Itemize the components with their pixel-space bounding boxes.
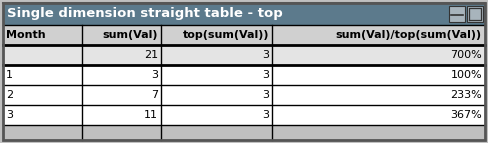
Text: top(sum(Val)): top(sum(Val)) bbox=[183, 30, 269, 40]
Bar bbox=[3, 45, 485, 65]
Text: 7: 7 bbox=[151, 90, 158, 100]
Text: 11: 11 bbox=[144, 110, 158, 120]
Bar bbox=[3, 65, 485, 85]
Text: sum(Val): sum(Val) bbox=[102, 30, 158, 40]
Text: sum(Val)/top(sum(Val)): sum(Val)/top(sum(Val)) bbox=[336, 30, 482, 40]
Text: 100%: 100% bbox=[450, 70, 482, 80]
Text: 233%: 233% bbox=[450, 90, 482, 100]
Text: 700%: 700% bbox=[450, 50, 482, 60]
Text: Single dimension straight table - top: Single dimension straight table - top bbox=[7, 7, 283, 20]
Bar bbox=[3, 3, 485, 25]
Bar bbox=[3, 85, 485, 105]
Text: 3: 3 bbox=[151, 70, 158, 80]
Text: 2: 2 bbox=[6, 90, 13, 100]
Bar bbox=[3, 105, 485, 125]
Text: 3: 3 bbox=[263, 110, 269, 120]
Bar bbox=[3, 25, 485, 45]
Text: 3: 3 bbox=[6, 110, 13, 120]
Text: 3: 3 bbox=[263, 90, 269, 100]
Text: 367%: 367% bbox=[450, 110, 482, 120]
Text: Month: Month bbox=[6, 30, 45, 40]
Text: 3: 3 bbox=[263, 70, 269, 80]
Text: 21: 21 bbox=[144, 50, 158, 60]
Text: 1: 1 bbox=[6, 70, 13, 80]
Bar bbox=[467, 6, 483, 22]
Text: 3: 3 bbox=[263, 50, 269, 60]
Bar bbox=[449, 6, 465, 22]
